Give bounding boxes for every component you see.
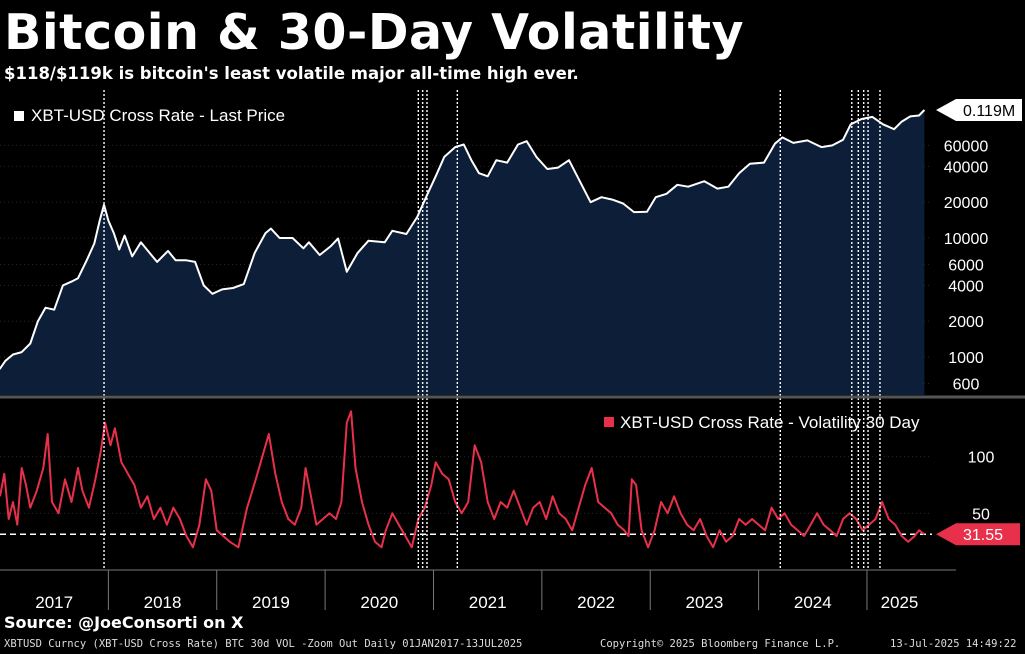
x-tick-label: 2019 xyxy=(252,593,290,610)
page-subtitle: $118/$119k is bitcoin's least volatile m… xyxy=(4,64,579,83)
price-panel: 600 1000 2000 4000 6000 10000 20000 40000 60000 X… xyxy=(0,98,1022,395)
event-markers xyxy=(103,90,881,570)
price-area xyxy=(0,110,925,395)
vol-tick-label: 100 xyxy=(968,450,995,467)
price-last-value-label: 0.119M xyxy=(963,103,1015,120)
page-title: Bitcoin & 30-Day Volatility xyxy=(4,4,745,61)
price-tick-label: 6000 xyxy=(948,257,984,274)
vol-legend-label: XBT-USD Cross Rate - Volatility 30 Day xyxy=(620,413,920,432)
chart: 600 1000 2000 4000 6000 10000 20000 40000 60000 X… xyxy=(0,90,1025,610)
x-tick-label: 2024 xyxy=(794,593,832,610)
x-tick-label: 2023 xyxy=(686,593,724,610)
vol-line xyxy=(0,410,925,549)
price-last-value-tag xyxy=(936,98,1022,121)
x-tick-label: 2020 xyxy=(360,593,398,610)
price-tick-label: 1000 xyxy=(948,350,984,367)
x-tick-label: 2017 xyxy=(35,593,73,610)
price-legend-label: XBT-USD Cross Rate - Last Price xyxy=(31,106,285,125)
vol-tick-label: 50 xyxy=(972,506,990,523)
x-tick-label: 2021 xyxy=(469,593,507,610)
x-tick-label: 2018 xyxy=(144,593,182,610)
x-axis: 2017 2018 2019 2020 2021 2022 2023 2024 2025 xyxy=(0,569,956,610)
x-tick-label: 2025 xyxy=(881,593,919,610)
footer-ticker: XBTUSD Curncy (XBT-USD Cross Rate) BTC 3… xyxy=(4,638,523,650)
vol-legend-box xyxy=(594,405,952,438)
footer-timestamp: 13-Jul-2025 14:49:22 xyxy=(890,638,1017,650)
vol-legend-swatch xyxy=(604,417,614,427)
price-tick-label: 60000 xyxy=(944,138,989,155)
price-tick-label: 4000 xyxy=(948,278,984,295)
price-line xyxy=(0,109,926,370)
volatility-panel: 50 100 XBT-USD Cross Rate - Volatility 30 … xyxy=(0,405,1020,549)
price-legend-box xyxy=(6,100,306,131)
vol-last-value-tag xyxy=(936,523,1020,546)
price-tick-label: 10000 xyxy=(944,231,989,248)
price-tick-label: 2000 xyxy=(948,314,984,331)
price-legend-swatch xyxy=(14,111,24,121)
footer-copyright: Copyright© 2025 Bloomberg Finance L.P. xyxy=(600,638,841,650)
price-tick-label: 20000 xyxy=(944,195,989,212)
price-tick-label: 40000 xyxy=(944,159,989,176)
source-credit: Source: @JoeConsorti on X xyxy=(4,613,244,632)
price-tick-label: 600 xyxy=(953,376,980,393)
vol-last-value-label: 31.55 xyxy=(963,527,1003,544)
x-tick-label: 2022 xyxy=(577,593,615,610)
